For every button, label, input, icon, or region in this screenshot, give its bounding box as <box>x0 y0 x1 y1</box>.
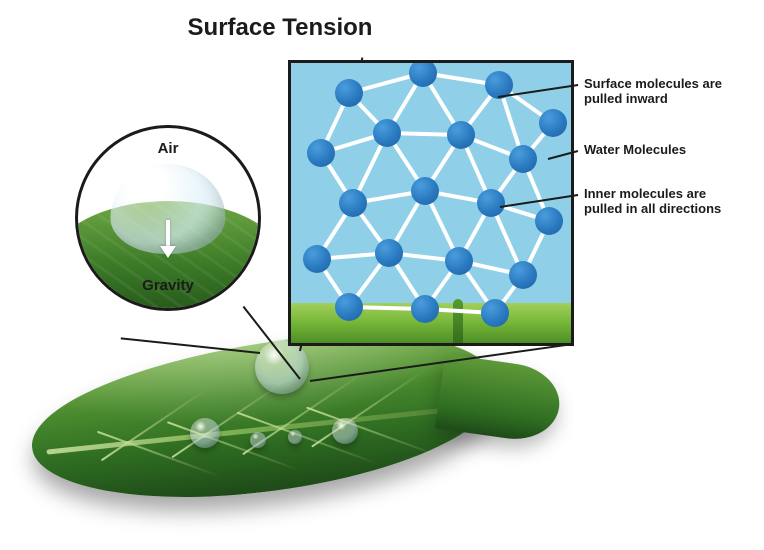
inner-molecule <box>509 145 537 173</box>
label-air: Air <box>158 140 179 157</box>
callout-surface: Surface molecules arepulled inward <box>584 76 722 107</box>
callout-text: pulled in all directions <box>584 201 721 216</box>
inner-molecule <box>509 261 537 289</box>
inner-molecule <box>535 207 563 235</box>
surface-molecule <box>539 109 567 137</box>
inner-molecule <box>447 121 475 149</box>
surface-molecule <box>409 60 437 87</box>
label-gravity: Gravity <box>142 277 194 294</box>
callout-inner: Inner molecules arepulled in all directi… <box>584 186 721 217</box>
callout-text: Inner molecules are <box>584 186 721 201</box>
callout-text: Surface molecules are <box>584 76 722 91</box>
water-droplet <box>190 418 220 448</box>
water-droplet <box>250 432 266 448</box>
callout-water: Water Molecules <box>584 142 686 157</box>
water-droplet <box>332 418 358 444</box>
inner-molecule <box>445 247 473 275</box>
inner-molecule <box>335 293 363 321</box>
diagram-stage: Surface Tension Air Gravity <box>0 0 764 550</box>
inner-molecule <box>307 139 335 167</box>
callout-text: Water Molecules <box>584 142 686 157</box>
inner-molecule <box>339 189 367 217</box>
inner-molecule <box>481 299 509 327</box>
diagram-title: Surface Tension <box>0 14 560 42</box>
surface-molecule <box>335 79 363 107</box>
inner-molecule <box>477 189 505 217</box>
inner-molecule <box>411 177 439 205</box>
leaf-vein <box>311 368 428 448</box>
inner-molecule <box>303 245 331 273</box>
inner-molecule <box>373 119 401 147</box>
water-droplet <box>288 430 302 444</box>
inner-molecule <box>411 295 439 323</box>
callout-text: pulled inward <box>584 91 722 106</box>
inner-molecule <box>375 239 403 267</box>
gravity-arrow-icon <box>160 220 176 258</box>
circle-inset: Air Gravity <box>75 125 261 311</box>
